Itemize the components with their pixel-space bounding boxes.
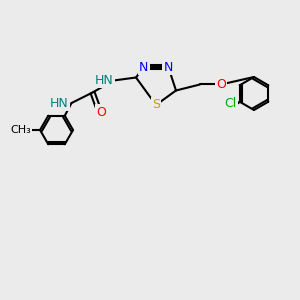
- Text: N: N: [139, 61, 148, 74]
- Text: HN: HN: [50, 97, 68, 110]
- Text: HN: HN: [95, 74, 113, 87]
- Text: CH₃: CH₃: [10, 125, 31, 135]
- Text: S: S: [152, 98, 160, 112]
- Text: O: O: [97, 106, 106, 118]
- Text: O: O: [216, 78, 226, 91]
- Text: Cl: Cl: [225, 97, 237, 110]
- Text: N: N: [164, 61, 173, 74]
